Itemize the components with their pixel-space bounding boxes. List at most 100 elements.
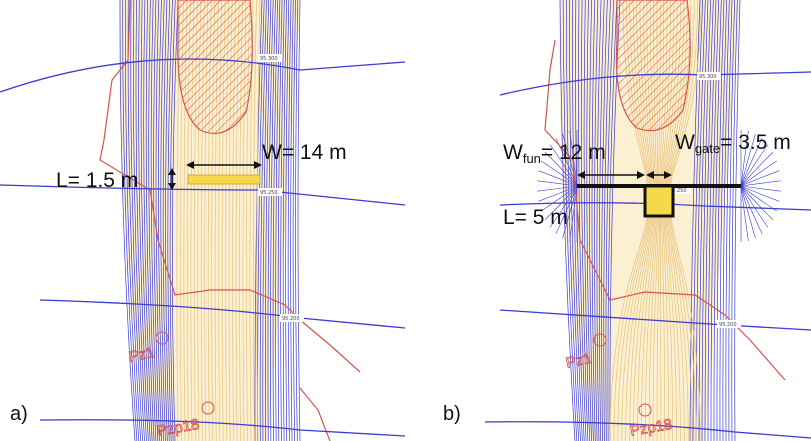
contour-line xyxy=(740,138,763,187)
contour-line xyxy=(701,0,712,441)
contour-line xyxy=(704,0,714,441)
contour-line xyxy=(591,0,596,441)
gate-width-label-b: Wgate= 3.5 m xyxy=(675,131,791,156)
contour-line xyxy=(537,180,578,187)
contour-line xyxy=(668,0,695,187)
contour-line xyxy=(707,0,717,441)
contour-line xyxy=(637,215,655,441)
contour-line xyxy=(719,0,728,441)
contour-line xyxy=(580,0,589,441)
contour-line xyxy=(538,185,578,202)
contour-line xyxy=(285,0,290,441)
contour-line xyxy=(621,215,651,441)
panel-b: 95.300 95.250 95.200 Pz1 Pzp18 Wfun= 12 … xyxy=(405,0,811,441)
contour-lines-right-bank-b xyxy=(689,0,741,441)
contour-line xyxy=(541,185,578,212)
contour-line xyxy=(695,0,706,441)
contour-label-b-1: 95.300 xyxy=(699,74,717,80)
contour-line xyxy=(292,0,296,441)
contour-line xyxy=(740,180,781,187)
contour-line xyxy=(282,0,287,441)
contour-line xyxy=(617,215,650,441)
contour-line xyxy=(549,185,578,228)
contour-line xyxy=(559,0,576,441)
contour-line xyxy=(569,0,581,441)
contour-line xyxy=(598,0,605,441)
contour-line xyxy=(143,0,153,441)
contour-line xyxy=(670,215,701,441)
panel-letter-b: b) xyxy=(443,403,461,425)
contour-line xyxy=(586,0,592,441)
contour-line xyxy=(716,0,725,441)
contour-line xyxy=(629,215,653,441)
contour-line xyxy=(640,215,656,441)
contour-line xyxy=(734,0,741,441)
contour-line xyxy=(740,133,756,187)
contour-line xyxy=(569,185,578,242)
contour-line xyxy=(145,0,155,441)
ramp-structure-a xyxy=(187,174,261,185)
contour-label-a-1: 95.300 xyxy=(260,56,278,62)
contour-line xyxy=(740,144,769,187)
contour-line xyxy=(668,215,693,441)
width-label-a: W= 14 m xyxy=(262,141,347,164)
contour-line xyxy=(135,0,147,441)
transverse-line-b-2 xyxy=(499,202,811,211)
transverse-line-b-3 xyxy=(499,309,811,331)
contour-line xyxy=(172,0,179,441)
hatched-island-b xyxy=(615,0,691,132)
contour-line xyxy=(666,215,685,441)
contour-line xyxy=(665,215,681,441)
panel-letter-a: a) xyxy=(10,403,28,425)
contour-line xyxy=(740,185,756,239)
contour-line xyxy=(652,215,659,441)
contour-line xyxy=(565,0,580,441)
contour-line xyxy=(297,0,301,441)
contour-line xyxy=(130,0,143,441)
contour-label-a-3: 95.200 xyxy=(282,316,300,322)
contour-line xyxy=(740,170,780,187)
hatched-island-a xyxy=(177,0,253,134)
contour-line xyxy=(662,215,670,441)
site-marker-a-2 xyxy=(201,401,215,415)
contour-line xyxy=(537,185,578,192)
contour-line xyxy=(578,0,587,441)
contour-line xyxy=(644,215,657,441)
radial-flow-lines-b xyxy=(537,130,781,242)
contour-line xyxy=(290,0,294,441)
contour-line xyxy=(728,0,736,441)
contour-line xyxy=(740,185,763,234)
transverse-line-b-4 xyxy=(484,421,811,439)
contour-label-b-3: 95.200 xyxy=(719,322,737,328)
contour-line xyxy=(740,185,749,242)
transverse-line-a-2 xyxy=(0,184,405,206)
contour-line xyxy=(669,215,697,441)
contour-line xyxy=(740,160,777,187)
contour-line xyxy=(605,0,615,441)
contour-line xyxy=(541,160,578,187)
contour-line xyxy=(661,215,666,441)
contour-label-a-2: 95.250 xyxy=(260,190,278,196)
transverse-line-b-1 xyxy=(499,71,811,96)
contour-line xyxy=(572,0,583,441)
contour-line xyxy=(594,0,599,441)
length-label-b: L= 5 m xyxy=(503,206,568,229)
contour-line xyxy=(138,0,149,441)
contour-line xyxy=(601,0,608,441)
contour-line xyxy=(562,0,578,441)
contour-line xyxy=(663,215,673,441)
contour-line xyxy=(544,152,578,187)
contour-line xyxy=(740,130,749,187)
contour-line xyxy=(583,0,591,441)
contour-line xyxy=(740,185,781,192)
contour-line xyxy=(698,0,709,441)
contour-line xyxy=(692,0,704,441)
contour-line xyxy=(287,0,292,441)
contour-line xyxy=(633,215,654,441)
flow-net-diagram-b: 95.300 95.250 95.200 Pz1 Pzp18 xyxy=(484,0,811,441)
contour-line xyxy=(722,0,730,441)
site-label-a-1: Pz1 xyxy=(127,344,156,366)
site-marker-b-1 xyxy=(593,333,607,347)
transverse-line-a-1 xyxy=(0,58,405,93)
funnel-width-label-b: Wfun= 12 m xyxy=(503,141,606,166)
